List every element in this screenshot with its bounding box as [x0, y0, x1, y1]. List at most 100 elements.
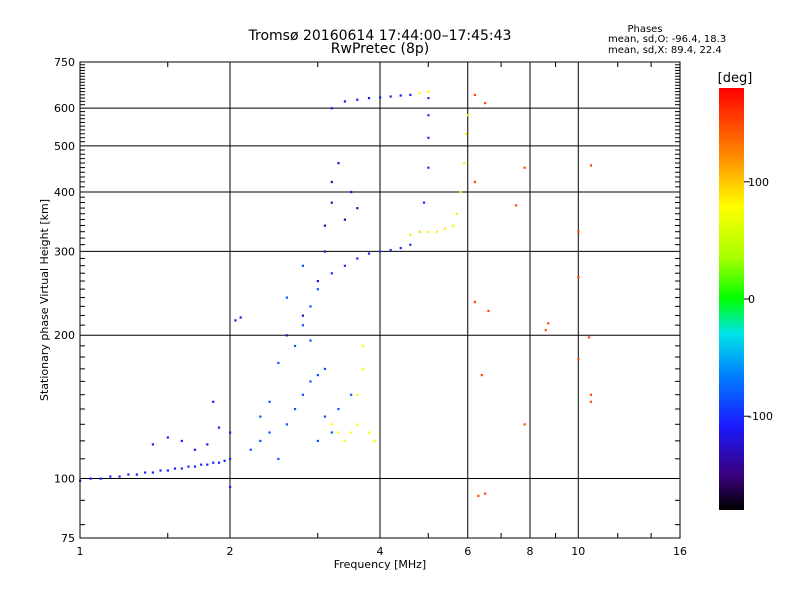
data-points	[79, 90, 593, 497]
data-point	[367, 252, 371, 255]
data-point	[293, 407, 297, 411]
data-point	[212, 461, 215, 464]
data-point	[362, 344, 365, 348]
data-point	[330, 423, 333, 426]
data-point	[259, 415, 262, 418]
chart-title: Tromsø 20160614 17:44:00–17:45:43	[248, 28, 512, 44]
data-point	[409, 93, 412, 96]
x-tick-label: 10	[571, 545, 585, 558]
y-axis-label: Stationary phase Virtual Height [km]	[38, 199, 51, 401]
data-point	[268, 431, 271, 434]
data-point	[473, 93, 477, 96]
data-point	[515, 204, 518, 207]
data-point	[323, 367, 327, 371]
data-point	[173, 467, 177, 470]
data-point	[466, 114, 469, 117]
data-point	[477, 494, 480, 497]
data-point	[379, 250, 382, 253]
data-point	[577, 276, 580, 279]
data-point	[330, 180, 333, 184]
data-point	[523, 166, 526, 169]
data-point	[337, 407, 340, 411]
data-point	[323, 224, 327, 227]
data-point	[277, 457, 280, 461]
data-point	[473, 180, 477, 184]
data-point	[409, 243, 412, 246]
x-axis-label: Frequency [MHz]	[334, 558, 426, 571]
data-point	[301, 314, 305, 317]
data-point	[427, 230, 430, 233]
colorbar-tick-label: 0	[748, 293, 755, 306]
y-axis: 75 100 200 300 400 500 600 750	[54, 56, 680, 545]
data-point	[356, 423, 359, 426]
data-point	[367, 97, 371, 100]
data-point	[487, 309, 490, 313]
data-point	[316, 374, 319, 377]
data-point	[285, 296, 288, 299]
data-point	[577, 358, 580, 361]
data-point	[362, 367, 365, 371]
y-tick-label: 750	[54, 56, 75, 69]
x-axis: 1 2 4 6 8 10 16	[77, 62, 687, 558]
data-point	[373, 439, 376, 443]
data-point	[109, 475, 112, 478]
data-point	[229, 485, 232, 489]
data-point	[234, 319, 237, 322]
data-point	[459, 190, 462, 194]
data-point	[356, 393, 359, 396]
data-point	[293, 344, 297, 348]
data-point	[480, 374, 483, 377]
data-point	[587, 336, 591, 339]
data-point	[193, 465, 197, 468]
data-point	[427, 97, 430, 100]
y-tick-label: 600	[54, 102, 75, 115]
data-point	[330, 272, 333, 275]
data-point	[577, 230, 580, 233]
colorbar-tick-label: 100	[748, 176, 769, 189]
data-point	[200, 463, 203, 466]
data-point	[409, 233, 412, 237]
stats-o-mode: mean, sd,O: -96.4, 18.3	[608, 34, 726, 45]
data-point	[330, 201, 333, 204]
data-point	[464, 132, 468, 135]
data-point	[166, 469, 169, 472]
y-tick-label: 100	[54, 473, 75, 486]
x-tick-label: 6	[464, 545, 471, 558]
data-point	[323, 250, 327, 253]
data-point	[330, 107, 333, 110]
data-point	[451, 224, 455, 227]
data-point	[343, 100, 347, 103]
data-point	[547, 322, 550, 325]
x-tick-label: 16	[673, 545, 687, 558]
data-point	[356, 98, 359, 101]
data-point	[268, 400, 271, 403]
x-tick-label: 4	[377, 545, 384, 558]
data-point	[356, 257, 359, 260]
data-point	[427, 166, 430, 169]
colorbar-label: [deg]	[718, 71, 753, 86]
y-tick-label: 400	[54, 186, 75, 199]
data-point	[316, 280, 319, 283]
data-point	[239, 316, 242, 319]
data-point	[212, 400, 215, 403]
y-tick-label: 75	[61, 532, 75, 545]
data-point	[309, 380, 312, 383]
stats-x-mode: mean, sd,X: 89.4, 22.4	[608, 45, 722, 56]
data-point	[135, 473, 138, 476]
data-point	[544, 329, 547, 332]
data-point	[180, 467, 183, 470]
data-point	[309, 339, 312, 342]
data-point	[443, 227, 447, 230]
data-point	[285, 334, 288, 337]
data-point	[301, 264, 305, 267]
chart-subtitle: RwPretec (8p)	[331, 41, 429, 57]
data-point	[589, 393, 593, 396]
data-point	[484, 492, 487, 495]
data-point	[187, 465, 190, 468]
data-point	[143, 471, 147, 474]
data-point	[99, 477, 102, 480]
y-tick-label: 300	[54, 245, 75, 258]
data-point	[193, 448, 197, 451]
data-point	[277, 361, 280, 365]
data-point	[323, 415, 327, 418]
